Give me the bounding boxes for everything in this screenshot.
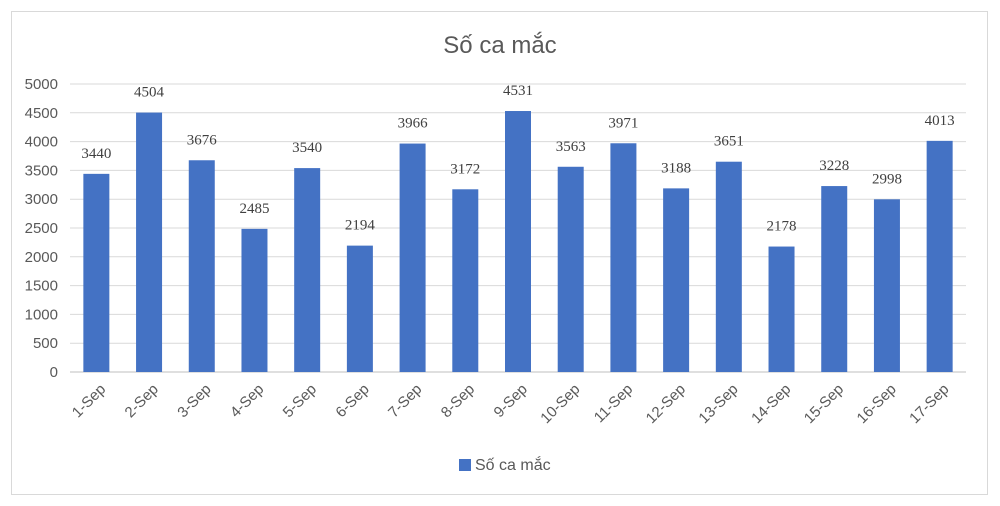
bar [821,186,848,372]
data-label: 3651 [714,134,744,150]
bar [610,143,637,372]
legend-label: Số ca mắc [475,455,551,474]
data-label: 3188 [661,160,691,176]
bar [294,168,321,372]
data-label: 3676 [187,132,218,148]
bars [83,111,953,372]
x-tick-label: 4-Sep [227,381,267,421]
x-tick-label: 3-Sep [174,381,214,421]
legend: Số ca mắc [459,455,551,474]
x-tick-label: 10-Sep [537,381,583,427]
legend-swatch [459,459,471,471]
y-tick-label: 3500 [25,162,58,179]
data-label: 4504 [134,85,165,101]
bar [557,166,584,372]
y-tick-label: 2000 [25,249,58,266]
data-label: 3971 [608,115,638,131]
bar [926,140,953,372]
bar [715,161,742,372]
y-tick-label: 3000 [25,191,58,208]
data-label: 2178 [767,219,797,235]
bar [399,143,426,372]
data-label: 4531 [503,83,533,99]
y-axis-ticks: 0 500 1000 1500 2000 2500 3000 3500 4000 4500 5000 [25,76,58,381]
x-tick-label: 15-Sep [801,381,847,427]
y-tick-label: 1000 [25,306,58,323]
x-tick-label: 16-Sep [854,381,900,427]
data-label: 3228 [819,158,849,174]
bar [241,228,268,372]
data-label: 3540 [292,140,322,156]
chart-title: Số ca mắc [443,32,556,59]
x-tick-label: 8-Sep [438,381,478,421]
data-label: 4013 [925,113,955,129]
bar [873,199,900,372]
x-tick-label: 6-Sep [332,381,372,421]
data-label: 3563 [556,139,586,155]
bar [136,112,163,372]
data-label: 2194 [345,218,376,234]
bar [83,173,110,372]
y-tick-label: 500 [33,335,58,352]
bar [663,188,690,372]
y-tick-label: 0 [50,364,58,381]
bar [346,245,373,372]
y-tick-label: 4000 [25,134,58,151]
x-axis-ticks: 1-Sep 2-Sep 3-Sep 4-Sep 5-Sep 6-Sep 7-Sep 8-Sep… [69,381,953,427]
x-tick-label: 14-Sep [748,381,794,427]
data-label: 2998 [872,171,902,187]
x-tick-label: 7-Sep [385,381,425,421]
y-tick-label: 2500 [25,220,58,237]
data-label: 3966 [398,116,429,132]
data-label: 3440 [81,146,111,162]
x-tick-label: 2-Sep [122,381,162,421]
bar [505,111,531,372]
y-tick-label: 4500 [25,105,58,122]
y-tick-label: 1500 [25,278,58,295]
x-tick-label: 17-Sep [906,381,952,427]
x-tick-label: 5-Sep [280,381,320,421]
bar [188,160,215,372]
bar [768,246,795,372]
x-tick-label: 12-Sep [643,381,689,427]
bar [452,189,479,372]
x-tick-label: 13-Sep [695,381,741,427]
data-label: 2485 [239,201,269,217]
x-tick-label: 1-Sep [69,381,109,421]
data-labels: 3440 4504 3676 2485 3540 2194 3966 3172 4531 3563… [81,83,954,235]
x-tick-label: 9-Sep [491,381,531,421]
y-tick-label: 5000 [25,76,58,93]
data-label: 3172 [450,161,480,177]
x-tick-label: 11-Sep [591,381,636,426]
